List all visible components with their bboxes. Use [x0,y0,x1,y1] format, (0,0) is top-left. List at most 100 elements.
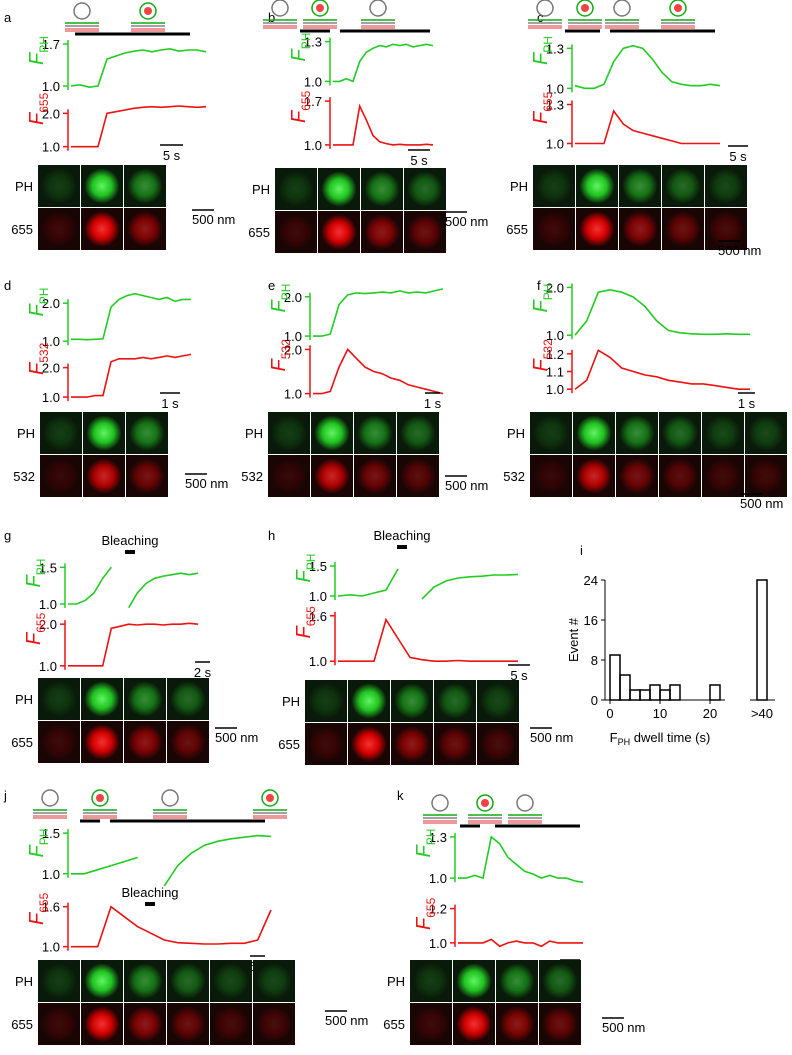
y-tick-label: 1.0 [39,597,57,612]
image-spot [213,963,249,999]
image-row-label: PH [15,692,33,707]
vesicle [369,0,387,17]
y-label-sub: 655 [541,91,555,111]
cytosol-dots [423,820,457,824]
y-axis-label: FPH [288,33,313,62]
y-tick-label: 24 [584,573,598,588]
y-label-main: F [413,844,435,858]
image-spot [499,963,535,999]
vesicle-content [144,7,152,15]
y-label-sub: PH [304,554,318,571]
x-label-sub: PH [618,737,631,747]
y-label-sub: 655 [299,90,313,110]
y-label-main: F [530,110,552,124]
image-row-label: 655 [11,735,33,750]
y-tick-label: 1.7 [42,37,60,52]
time-scale-label: 5 s [163,148,181,163]
y-label-main: F [288,109,310,123]
panel-label: a [4,10,12,25]
scale-bar-label: 500 nm [445,478,488,493]
y-tick-label: 2.0 [284,342,302,357]
scale-bar-label: 500 nm [718,243,761,258]
image-spot [622,211,658,247]
y-tick-label: 1.1 [546,365,564,380]
image-row-label: PH [15,974,33,989]
y-tick-label: 1.0 [42,79,60,94]
cytosol-dots [253,815,287,819]
trace [333,103,434,146]
time-scale-label: 2 s [194,665,212,680]
image-spot [499,1006,535,1042]
y-tick-label: 1.0 [42,334,60,349]
image-spot [321,171,357,207]
x-tick-label: 0 [606,706,613,721]
panel-label: c [537,10,544,25]
y-axis-label: FPH [413,829,438,858]
histogram-bar [709,684,721,701]
trace [71,834,272,887]
scale-bar-label: 500 nm [740,496,783,511]
y-axis-label: F655 [26,92,51,125]
y-tick-label: 1.0 [429,936,447,951]
image-spot [84,963,120,999]
image-spot [127,963,163,999]
cytosol-dots [303,25,337,29]
y-label-main: F [26,911,48,925]
image-spot [41,168,77,204]
trace [68,622,199,667]
y-tick-label: 1.5 [309,559,327,574]
image-spot [364,171,400,207]
x-axis-label: FPH dwell time (s) [610,730,711,747]
y-tick-label: 2.0 [284,290,302,305]
image-row-label: 655 [506,222,528,237]
image-row-label: PH [387,974,405,989]
cytosol-dots [131,28,165,32]
y-label-sub: 655 [37,892,51,912]
y-tick-label: 1.0 [546,382,564,397]
y-tick-label: 1.2 [429,902,447,917]
image-row-label: PH [252,182,270,197]
image-spot [413,1006,449,1042]
y-label-main: F [413,916,435,930]
scale-bar-label: 500 nm [215,730,258,745]
y-axis-label: F532 [530,339,555,372]
image-spot [351,726,387,762]
time-scale-label: 1 s [424,396,442,411]
y-axis-label: F532 [26,342,51,375]
panel-label: b [268,10,275,25]
image-spot [394,726,430,762]
y-tick-label: 1.0 [429,871,447,886]
scale-bar-label: 500 nm [602,1020,645,1035]
y-tick-label: 1.0 [304,138,322,153]
image-spot [127,681,163,717]
y-tick-label: 1.0 [42,940,60,955]
image-spot [127,211,163,247]
overflow-label: >40 [751,706,773,721]
bleaching-label: Bleaching [101,533,158,548]
trace [458,938,583,948]
y-tick-label: 1.6 [309,609,327,624]
image-spot [533,458,569,494]
cytosol-dots [508,820,542,824]
cytosol-dots [361,25,395,29]
y-tick-label: 1.0 [309,589,327,604]
y-label-main: F [268,299,290,313]
image-spot [84,168,120,204]
image-spot [542,1006,578,1042]
image-spot [43,415,79,451]
y-label-sub: 655 [37,92,51,112]
vesicle [139,2,157,20]
y-tick-label: 1.0 [304,74,322,89]
bleaching-bar [125,550,135,554]
cytosol-dots [661,25,695,29]
bleaching-label: Bleaching [373,528,430,543]
image-spot [271,415,307,451]
vesicle [73,2,91,20]
image-spot [665,211,701,247]
y-tick-label: 8 [591,653,598,668]
cytosol-dots [528,25,562,29]
trace [71,105,207,148]
image-spot [437,683,473,719]
image-spot [619,458,655,494]
y-label-main: F [26,361,48,375]
